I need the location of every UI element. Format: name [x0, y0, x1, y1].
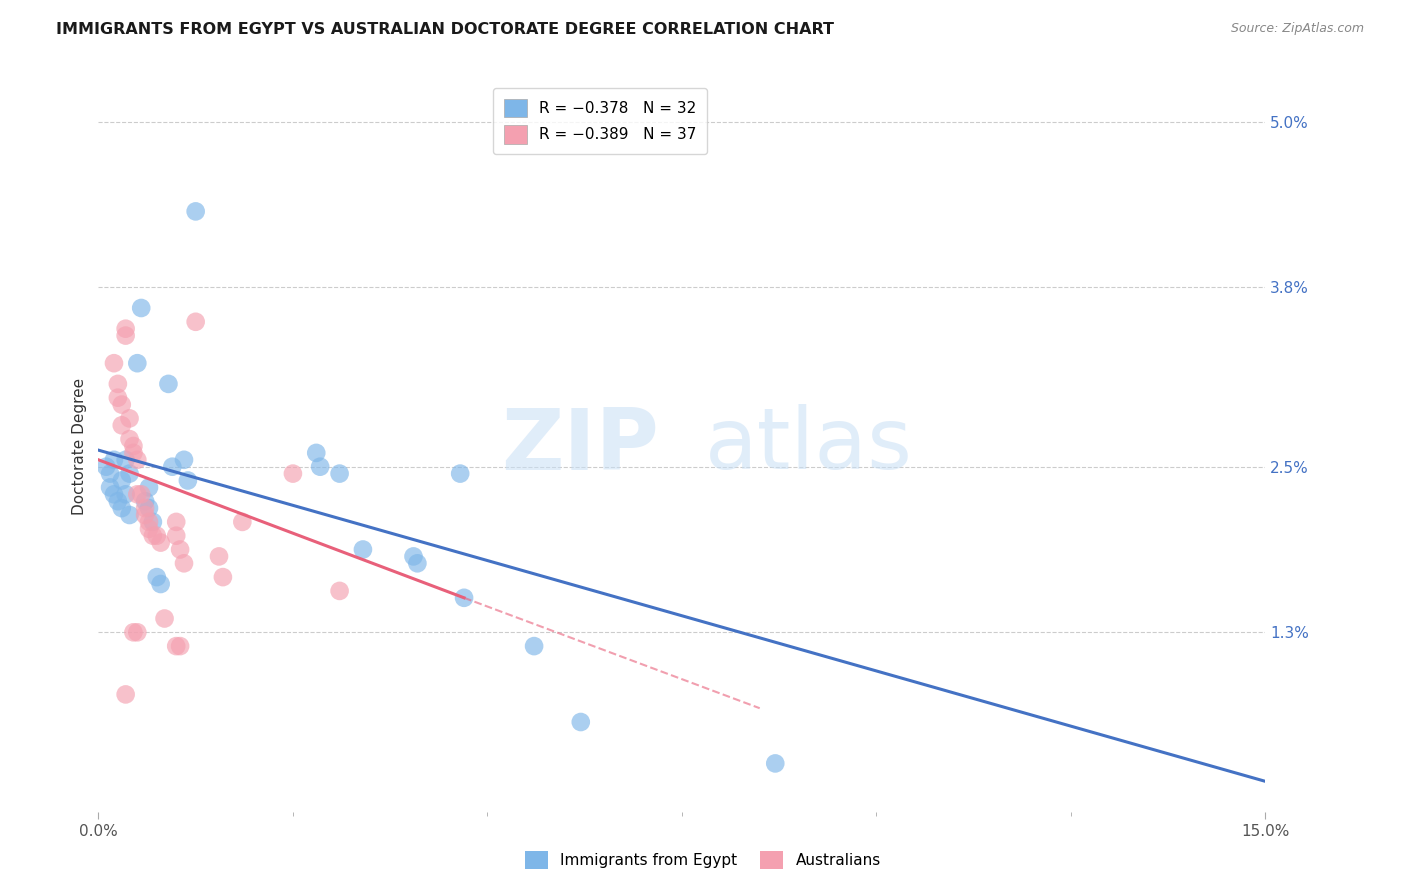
- Point: [138, 522, 160, 536]
- Point: [118, 508, 141, 522]
- Legend: Immigrants from Egypt, Australians: Immigrants from Egypt, Australians: [519, 845, 887, 875]
- Point: [352, 542, 374, 557]
- Point: [129, 487, 152, 501]
- Point: [162, 459, 184, 474]
- Point: [165, 529, 187, 543]
- Point: [173, 452, 195, 467]
- Point: [149, 577, 172, 591]
- Text: atlas: atlas: [706, 404, 914, 488]
- Point: [309, 459, 332, 474]
- Point: [127, 452, 149, 467]
- Point: [111, 501, 134, 516]
- Point: [165, 639, 187, 653]
- Point: [98, 467, 121, 481]
- Point: [103, 452, 125, 467]
- Point: [127, 487, 149, 501]
- Point: [157, 376, 180, 391]
- Point: [129, 301, 152, 315]
- Point: [212, 570, 235, 584]
- Point: [142, 515, 165, 529]
- Point: [114, 452, 136, 467]
- Point: [114, 321, 136, 335]
- Point: [118, 411, 141, 425]
- Point: [122, 446, 145, 460]
- Point: [118, 432, 141, 446]
- Point: [184, 204, 207, 219]
- Point: [402, 549, 425, 564]
- Point: [523, 639, 546, 653]
- Point: [114, 328, 136, 343]
- Point: [449, 467, 471, 481]
- Point: [763, 756, 786, 771]
- Point: [122, 439, 145, 453]
- Point: [122, 625, 145, 640]
- Point: [103, 487, 125, 501]
- Point: [118, 467, 141, 481]
- Point: [111, 474, 134, 488]
- Text: IMMIGRANTS FROM EGYPT VS AUSTRALIAN DOCTORATE DEGREE CORRELATION CHART: IMMIGRANTS FROM EGYPT VS AUSTRALIAN DOCT…: [56, 22, 834, 37]
- Point: [114, 687, 136, 701]
- Point: [153, 611, 176, 625]
- Point: [231, 515, 253, 529]
- Point: [127, 356, 149, 370]
- Legend: R = −0.378   N = 32, R = −0.389   N = 37: R = −0.378 N = 32, R = −0.389 N = 37: [494, 88, 707, 154]
- Point: [114, 487, 136, 501]
- Point: [173, 557, 195, 571]
- Point: [142, 529, 165, 543]
- Point: [134, 494, 156, 508]
- Point: [169, 639, 191, 653]
- Point: [103, 356, 125, 370]
- Point: [406, 557, 429, 571]
- Point: [146, 570, 169, 584]
- Point: [165, 515, 187, 529]
- Point: [453, 591, 475, 605]
- Point: [569, 714, 592, 729]
- Point: [329, 467, 352, 481]
- Point: [111, 418, 134, 433]
- Y-axis label: Doctorate Degree: Doctorate Degree: [72, 377, 87, 515]
- Point: [138, 515, 160, 529]
- Point: [127, 625, 149, 640]
- Point: [281, 467, 304, 481]
- Point: [107, 494, 129, 508]
- Point: [208, 549, 231, 564]
- Text: Source: ZipAtlas.com: Source: ZipAtlas.com: [1230, 22, 1364, 36]
- Point: [329, 583, 352, 598]
- Point: [111, 398, 134, 412]
- Point: [138, 501, 160, 516]
- Text: ZIP: ZIP: [501, 404, 658, 488]
- Point: [305, 446, 328, 460]
- Point: [134, 508, 156, 522]
- Point: [184, 315, 207, 329]
- Point: [138, 480, 160, 494]
- Point: [149, 535, 172, 549]
- Point: [96, 459, 118, 474]
- Point: [169, 542, 191, 557]
- Point: [98, 480, 121, 494]
- Point: [107, 376, 129, 391]
- Point: [134, 501, 156, 516]
- Point: [107, 391, 129, 405]
- Point: [177, 474, 200, 488]
- Point: [146, 529, 169, 543]
